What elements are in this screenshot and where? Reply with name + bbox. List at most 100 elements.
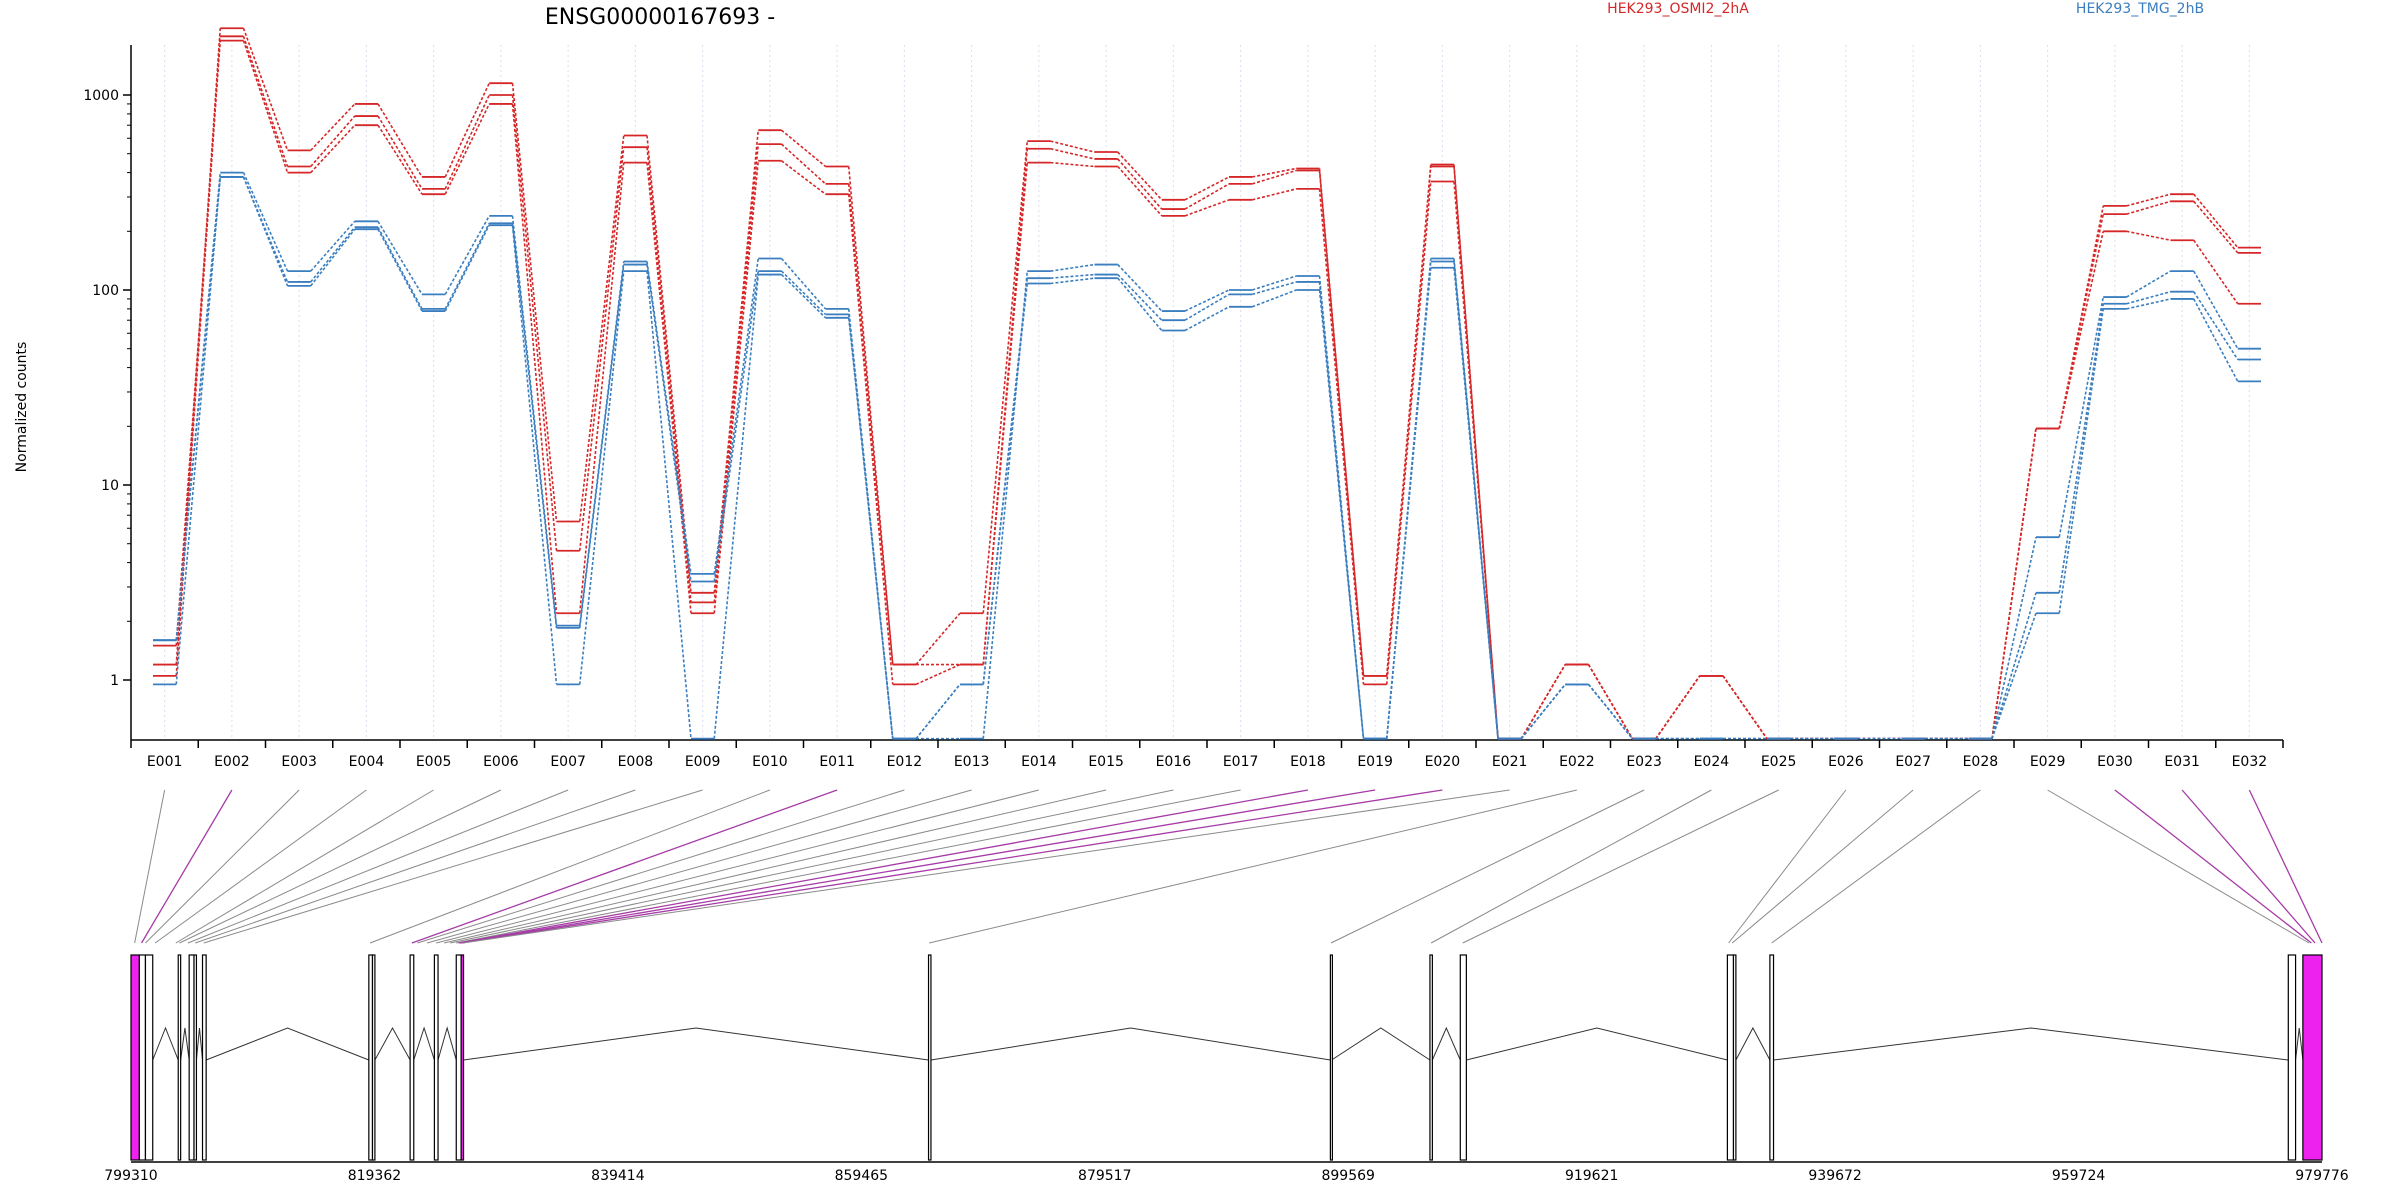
exon-box-E011 xyxy=(433,954,439,1161)
x-tick-label: E004 xyxy=(349,754,385,770)
x-tick-label: E017 xyxy=(1223,754,1259,770)
series-connector xyxy=(1252,281,1297,296)
connector-E018 xyxy=(458,789,1308,944)
series-connector xyxy=(646,271,692,739)
series-connector xyxy=(1251,289,1297,308)
series-connector xyxy=(377,115,423,190)
series-connector xyxy=(444,215,490,295)
series-connector xyxy=(1184,183,1230,210)
x-tick-label: E027 xyxy=(1895,754,1931,770)
x-tick-label: E025 xyxy=(1761,754,1797,770)
exon-box-E013 xyxy=(460,954,465,1161)
series-connector xyxy=(1050,147,1095,160)
exon-box-E004 xyxy=(177,954,182,1161)
series-connector xyxy=(377,228,423,312)
series-osmi-2 xyxy=(153,39,2261,740)
connector-E006 xyxy=(179,789,502,944)
series-connector xyxy=(1252,169,1297,185)
series-connector xyxy=(1318,281,1365,739)
series-connector xyxy=(377,103,423,178)
series-connector xyxy=(511,94,558,551)
series-connector xyxy=(511,215,558,626)
connector-E019 xyxy=(460,789,1376,944)
intron-line xyxy=(195,1027,204,1061)
series-connector xyxy=(310,220,356,272)
intron-line xyxy=(1773,1027,2289,1061)
series-connector xyxy=(2126,193,2171,207)
intron-line xyxy=(1735,1026,1771,1061)
series-connector xyxy=(713,160,760,614)
intron-line xyxy=(1431,1026,1461,1061)
series-connector xyxy=(578,264,625,628)
x-tick-label: E012 xyxy=(887,754,923,770)
series-connector xyxy=(1587,664,1634,740)
series-connector xyxy=(1050,263,1095,272)
connector-E008 xyxy=(195,789,636,944)
intron-line xyxy=(437,1026,457,1061)
series-connector xyxy=(713,270,760,582)
series-connector xyxy=(1117,274,1163,321)
x-tick-label: E014 xyxy=(1021,754,1057,770)
series-connector xyxy=(1385,181,1432,685)
series-connector xyxy=(2058,296,2105,538)
exon-box-E016 xyxy=(1429,954,1433,1161)
series-connector xyxy=(511,225,558,685)
x-tick-label: E010 xyxy=(752,754,788,770)
x-tick-label: E001 xyxy=(147,754,183,770)
connector-E027 xyxy=(1731,789,1914,944)
series-connector xyxy=(578,271,625,685)
connector-E001 xyxy=(134,789,166,944)
exon-box-E022 xyxy=(2302,954,2323,1161)
series-connector xyxy=(242,172,289,272)
plot-axes: 1 10 100 1000 E001 E002 E003 E004 E005 E006 E007 E0… xyxy=(83,45,2284,770)
series-connector xyxy=(2058,205,2105,429)
series-connector xyxy=(2126,298,2171,310)
series-layer xyxy=(153,27,2261,740)
x-tick-label: E005 xyxy=(416,754,452,770)
exon-box-E002 xyxy=(138,954,147,1161)
intron-line xyxy=(2295,1027,2304,1061)
series-connector xyxy=(377,220,423,295)
series-connector xyxy=(713,144,760,603)
x-tick-label: E009 xyxy=(685,754,721,770)
series-connector xyxy=(175,40,222,646)
connector-E025 xyxy=(1462,789,1779,944)
genomic-tick-label: 919621 xyxy=(1565,1168,1618,1184)
series-connector xyxy=(915,612,961,666)
series-connector xyxy=(511,103,558,614)
series-connector xyxy=(646,264,692,582)
series-connector xyxy=(511,223,558,628)
series-connector xyxy=(1184,289,1230,312)
x-tick-label: E013 xyxy=(954,754,990,770)
series-connector xyxy=(915,683,961,740)
connector-E031 xyxy=(2181,789,2316,944)
connector-E004 xyxy=(154,789,367,944)
series-connector xyxy=(1184,176,1230,201)
connector-E007 xyxy=(187,789,569,944)
series-connector xyxy=(511,83,558,522)
legend-osmi-label: HEK293_OSMI2_2hA xyxy=(1607,1,1749,17)
series-connector xyxy=(1050,161,1095,168)
x-tick-label: E028 xyxy=(1963,754,1999,770)
series-connector xyxy=(1385,267,1432,739)
genomic-tick-label: 799310 xyxy=(104,1168,157,1184)
connector-layer xyxy=(134,789,2323,944)
series-connector xyxy=(1117,264,1163,312)
series-connector xyxy=(444,94,490,190)
intron-line xyxy=(180,1027,190,1061)
series-connector xyxy=(578,147,625,551)
series-connector xyxy=(2058,308,2105,614)
y-tick-label: 1 xyxy=(110,673,119,689)
series-connector xyxy=(1318,170,1365,676)
legend-tmg-label: HEK293_TMG_2hB xyxy=(2076,1,2204,17)
series-connector xyxy=(781,160,826,195)
series-connector xyxy=(780,270,827,315)
exon-box-E001 xyxy=(130,954,140,1161)
intron-line xyxy=(152,1026,179,1061)
series-connector xyxy=(780,129,827,168)
exon-box-E006 xyxy=(193,954,198,1161)
series-connector xyxy=(646,162,692,614)
series-connector xyxy=(713,258,760,575)
connector-E026 xyxy=(1728,789,1847,944)
y-tick-label: 100 xyxy=(92,283,119,299)
